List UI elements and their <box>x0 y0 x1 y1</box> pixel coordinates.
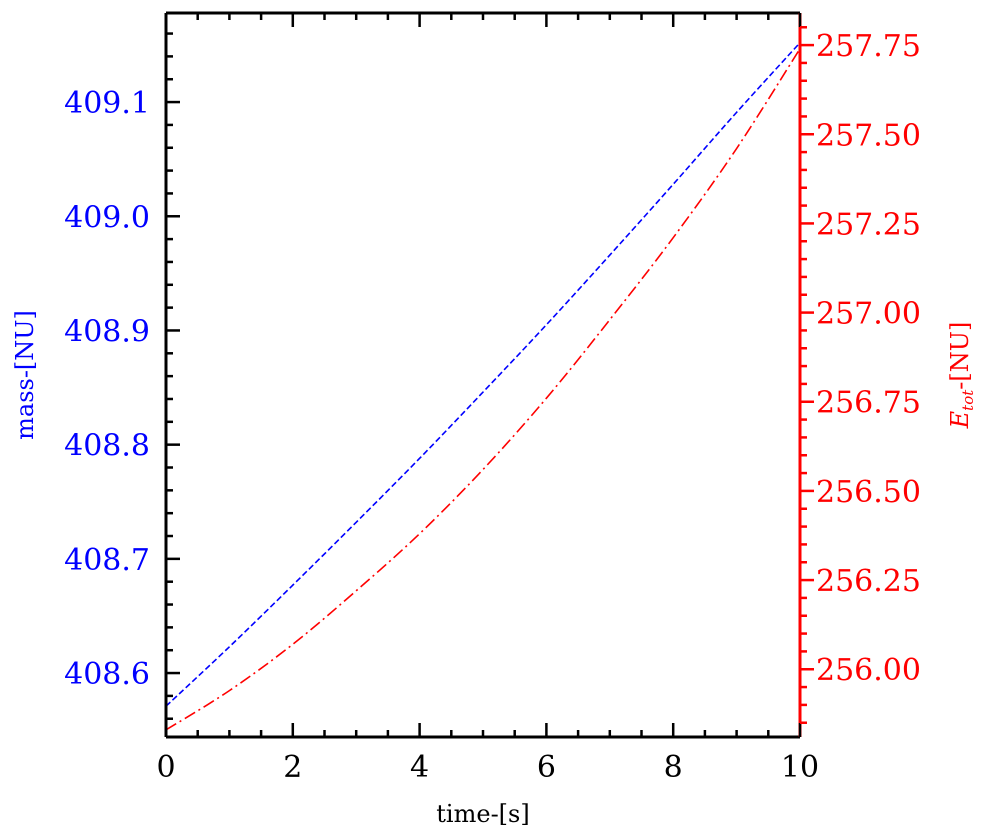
x-tick-label: 6 <box>537 750 556 785</box>
x-tick-label: 4 <box>410 750 429 785</box>
energy-series-line <box>165 48 801 731</box>
y-right-tick-label: 257.50 <box>816 118 921 153</box>
y-left-tick-label: 409.1 <box>64 86 150 121</box>
series-layer <box>165 42 801 731</box>
y-left-tick-label: 409.0 <box>64 200 150 235</box>
left-y-axis-label: mass-[NU] <box>11 310 39 440</box>
plot-frame <box>164 11 802 739</box>
x-tick-label: 0 <box>156 750 175 785</box>
y-right-tick-label: 256.50 <box>816 475 921 510</box>
right-y-axis-label-base: E <box>946 410 974 429</box>
x-axis-label: time-[s] <box>436 800 529 828</box>
y-right-tick-label: 256.75 <box>816 386 921 421</box>
right-y-axis-label: Etot-[NU] <box>946 322 977 430</box>
y-right-tick-label: 256.25 <box>816 564 921 599</box>
x-tick-label: 8 <box>664 750 683 785</box>
y-right-tick-label: 257.00 <box>816 297 921 332</box>
y-left-tick-label: 408.9 <box>64 314 150 349</box>
y-right-tick-label: 257.25 <box>816 207 921 242</box>
x-tick-label: 2 <box>283 750 302 785</box>
tick-marks <box>164 13 814 737</box>
y-left-tick-label: 408.6 <box>64 657 150 692</box>
right-y-axis-label-suffix: -[NU] <box>946 322 974 390</box>
tick-labels: 0 2 4 6 8 10 408.6 408.7 408.8 408.9 409.0 409.1 256… <box>64 29 921 785</box>
y-right-tick-label: 257.75 <box>816 29 921 64</box>
mass-series-line <box>165 42 801 707</box>
y-left-tick-label: 408.7 <box>64 543 150 578</box>
x-tick-label: 10 <box>781 750 819 785</box>
y-left-tick-label: 408.8 <box>64 429 150 464</box>
right-y-axis-label-sub: tot <box>959 389 977 411</box>
y-right-tick-label: 256.00 <box>816 653 921 688</box>
